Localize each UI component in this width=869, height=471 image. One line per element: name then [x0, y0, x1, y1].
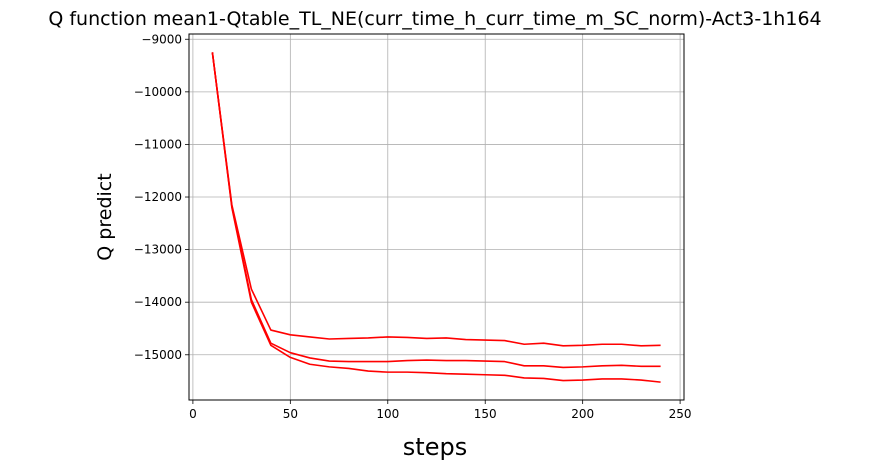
x-tick-label: 100 [376, 407, 399, 421]
data-series [211, 52, 661, 383]
y-tick-label: −11000 [134, 137, 182, 151]
y-tick-label: −12000 [134, 190, 182, 204]
grid-lines [189, 34, 684, 400]
y-axis-ticks: −15000 −14000 −13000 −12000 −11000 −10000 −900… [134, 32, 189, 362]
y-tick-label: −10000 [134, 85, 182, 99]
y-tick-label: −9000 [141, 32, 182, 46]
series-line-1 [211, 52, 661, 347]
x-tick-label: 200 [571, 407, 594, 421]
x-tick-label: 0 [189, 407, 197, 421]
y-tick-label: −13000 [134, 243, 182, 257]
x-tick-label: 50 [283, 407, 298, 421]
series-line-3 [211, 52, 661, 383]
y-tick-label: −14000 [134, 295, 182, 309]
x-axis-label: steps [403, 433, 467, 461]
x-tick-label: 250 [669, 407, 692, 421]
chart-title: Q function mean1-Qtable_TL_NE(curr_time_… [48, 8, 821, 30]
y-tick-label: −15000 [134, 348, 182, 362]
y-axis-label: Q predict [94, 173, 116, 260]
x-tick-label: 150 [474, 407, 497, 421]
plot-area-frame [188, 33, 685, 401]
x-axis-ticks: 0 50 100 150 200 250 [189, 400, 692, 421]
series-line-2 [211, 52, 661, 369]
